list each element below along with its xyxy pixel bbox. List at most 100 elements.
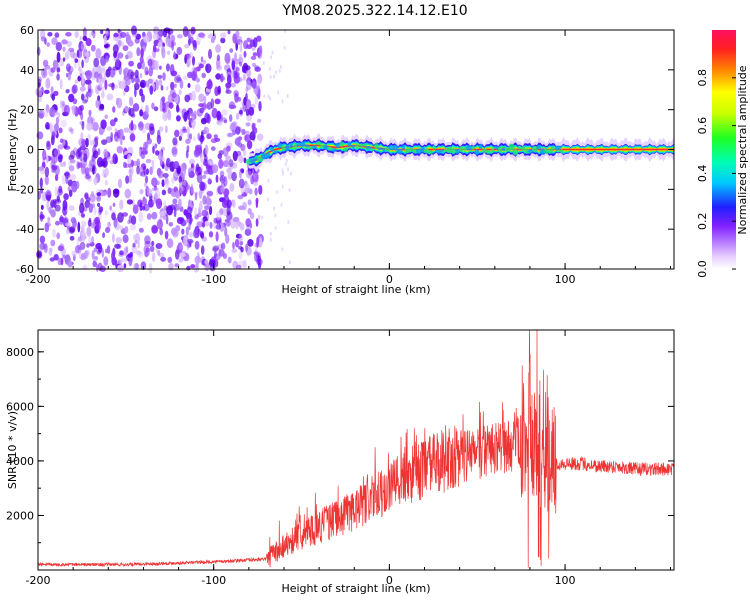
band-blob	[486, 150, 491, 155]
noise-cell	[228, 214, 233, 221]
noise-cell	[199, 152, 205, 164]
noise-cell	[68, 127, 73, 133]
noise-cell	[84, 167, 90, 176]
noise-cell	[159, 228, 163, 236]
noise-cell	[45, 189, 52, 201]
noise-cell	[240, 143, 246, 152]
noise-cell	[128, 60, 135, 67]
band-blob	[521, 146, 526, 151]
noise-cell	[242, 73, 247, 81]
noise-cell	[155, 150, 160, 156]
noise-cell	[274, 213, 277, 218]
noise-cell	[220, 73, 224, 83]
noise-cell	[51, 131, 56, 141]
noise-cell	[68, 205, 75, 211]
noise-cell	[232, 33, 238, 44]
noise-cell	[96, 192, 102, 197]
noise-cell	[283, 45, 286, 50]
colorbar-tick-label: 0.4	[696, 165, 709, 183]
noise-cell	[266, 197, 269, 202]
noise-cell	[193, 229, 199, 238]
noise-cell	[128, 122, 134, 131]
noise-cell	[61, 174, 66, 185]
noise-cell	[233, 90, 239, 97]
band-blob	[465, 145, 473, 151]
noise-cell	[100, 119, 107, 130]
noise-cell	[81, 59, 84, 69]
noise-cell	[182, 75, 188, 81]
noise-cell	[200, 163, 203, 174]
noise-cell	[190, 264, 196, 269]
noise-cell	[168, 222, 174, 227]
noise-cell	[280, 202, 283, 207]
noise-cell	[92, 150, 99, 159]
noise-cell	[57, 112, 60, 118]
noise-cell	[238, 110, 243, 115]
noise-cell	[199, 200, 203, 212]
noise-cell	[243, 50, 247, 58]
noise-cell	[194, 255, 201, 264]
noise-cell	[204, 144, 209, 155]
noise-cell	[137, 239, 140, 249]
noise-cell	[231, 248, 238, 253]
noise-cell	[85, 70, 93, 80]
noise-cell	[185, 226, 189, 236]
noise-cell	[186, 206, 193, 215]
band-blob	[359, 143, 363, 149]
noise-cell	[161, 146, 165, 152]
noise-cell	[86, 243, 90, 248]
noise-cell	[258, 101, 262, 112]
noise-cell	[186, 184, 191, 190]
band-blob	[343, 146, 348, 152]
noise-cell	[287, 167, 289, 172]
noise-cell	[151, 177, 158, 187]
noise-cell	[227, 132, 234, 137]
noise-cell	[142, 196, 146, 202]
noise-cell	[282, 171, 284, 176]
noise-cell	[207, 34, 212, 39]
noise-cell	[123, 90, 126, 96]
noise-cell	[139, 189, 144, 195]
band-blob	[260, 153, 268, 160]
noise-cell	[87, 236, 93, 245]
noise-cell	[166, 63, 170, 72]
noise-cell	[58, 127, 63, 134]
noise-cell	[81, 74, 84, 85]
noise-cell	[52, 228, 56, 238]
noise-cell	[177, 107, 180, 112]
band-blob	[555, 145, 561, 151]
noise-cell	[201, 72, 206, 79]
noise-cell	[215, 211, 222, 221]
noise-cell	[204, 259, 209, 265]
noise-cell	[83, 96, 88, 102]
noise-cell	[54, 174, 59, 182]
y-tick-label: 0	[27, 144, 34, 157]
noise-cell	[229, 182, 235, 192]
y-tick-label: -20	[16, 183, 34, 196]
noise-cell	[64, 50, 70, 60]
noise-cell	[272, 74, 275, 79]
noise-cell	[174, 263, 180, 268]
band-blob	[512, 149, 519, 156]
noise-cell	[231, 59, 236, 70]
noise-cell	[251, 123, 255, 134]
noise-cell	[143, 35, 150, 43]
noise-cell	[218, 150, 224, 155]
y-tick-label: 60	[20, 24, 34, 37]
noise-cell	[188, 117, 194, 123]
noise-cell	[139, 55, 144, 64]
band-blob	[355, 143, 359, 149]
noise-cell	[281, 184, 284, 189]
band-blob	[479, 143, 483, 150]
noise-cell	[183, 185, 187, 196]
noise-cell	[66, 63, 71, 72]
noise-cell	[260, 240, 263, 245]
noise-cell	[63, 104, 70, 116]
noise-cell	[176, 115, 181, 122]
band-blob	[370, 148, 375, 152]
noise-cell	[65, 73, 69, 78]
noise-cell	[68, 189, 73, 197]
noise-cell	[162, 216, 167, 220]
noise-cell	[211, 107, 218, 119]
noise-cell	[207, 177, 211, 185]
